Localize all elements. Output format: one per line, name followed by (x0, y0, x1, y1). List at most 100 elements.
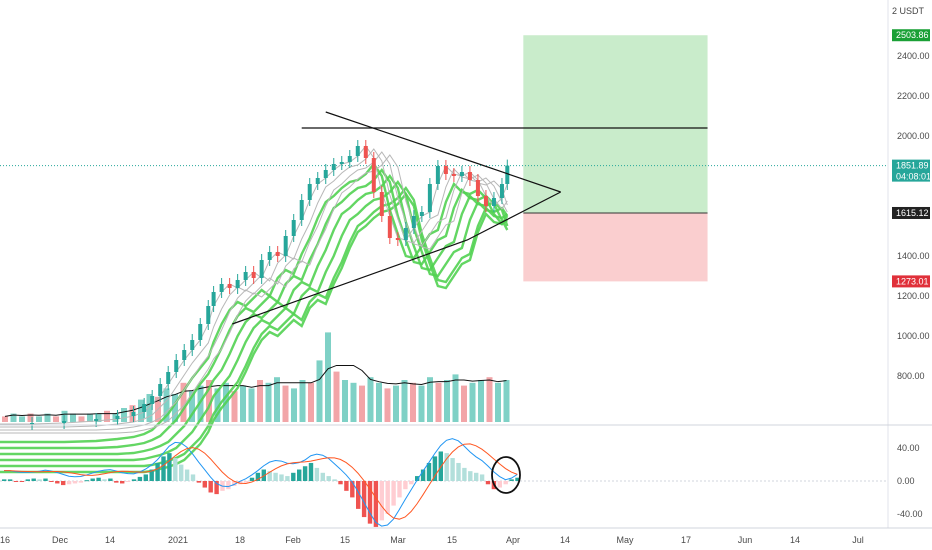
macd-histogram-bar (19, 481, 25, 482)
candle-body (451, 174, 456, 176)
candle-body (435, 166, 440, 184)
candle-body (206, 306, 211, 324)
candle-body (275, 252, 280, 256)
macd-histogram-bar (25, 479, 30, 481)
volume-bar (444, 380, 450, 422)
candle-body (211, 292, 216, 306)
volume-bar (265, 382, 272, 422)
macd-tick-label: -40.00 (897, 509, 923, 519)
macd-histogram-bar (238, 481, 243, 485)
volume-bar (172, 394, 178, 422)
macd-histogram-bar (61, 481, 66, 486)
macd-histogram-bar (173, 458, 178, 481)
volume-bar (282, 385, 289, 422)
price-tag (892, 206, 930, 219)
volume-bar (478, 380, 484, 422)
volume-bar (308, 382, 314, 422)
candle-body (259, 260, 264, 278)
volume-bar (503, 380, 510, 422)
macd-histogram-bar (255, 472, 261, 481)
candle-body (307, 184, 312, 200)
volume-bar (2, 416, 8, 422)
macd-histogram-bar (361, 481, 367, 518)
macd-histogram-bar (444, 453, 449, 481)
candle-body (235, 280, 240, 288)
candle-body (267, 252, 272, 260)
time-tick-label: 2021 (168, 535, 188, 545)
macd-histogram-bar (485, 481, 491, 485)
volume-bar (19, 416, 25, 422)
macd-histogram-bar (415, 476, 420, 481)
volume-bar (95, 413, 102, 422)
macd-histogram-bar (66, 481, 72, 485)
macd-histogram-bar (137, 476, 143, 481)
time-tick-label: Feb (285, 535, 301, 545)
price-tag (892, 159, 930, 182)
candle-body (315, 178, 320, 184)
candle-body (491, 198, 496, 206)
macd-histogram-bar (2, 479, 7, 481)
price-tick-label: 1000.00 (897, 331, 930, 341)
macd-histogram-bar (90, 478, 95, 481)
target-zone (523, 35, 708, 213)
candle-body (459, 172, 464, 176)
macd-histogram-bar (474, 472, 479, 481)
macd-histogram-bar (202, 481, 207, 488)
price-tag (892, 29, 930, 42)
volume-bar (486, 377, 493, 422)
macd-histogram-bar (397, 481, 402, 498)
candle-body (227, 284, 232, 288)
price-tag-countdown: 04:08:01 (896, 172, 931, 182)
volume-bar (401, 380, 408, 422)
candle-body (403, 228, 408, 240)
macd-tick-label: 0.00 (897, 476, 915, 486)
candle-body (371, 158, 376, 192)
macd-histogram-bar (43, 478, 48, 481)
volume-bar (189, 391, 195, 422)
volume-bar (87, 413, 93, 422)
volume-bar (180, 382, 187, 422)
macd-histogram-bar (279, 474, 284, 481)
macd-histogram-bar (208, 481, 213, 493)
candle-body (299, 200, 304, 220)
volume-bar (248, 388, 255, 422)
macd-histogram-bar (96, 477, 101, 481)
candle-body (150, 396, 155, 404)
macd-histogram-bar (190, 474, 196, 481)
macd-histogram-bar (78, 481, 84, 483)
volume-bar (10, 413, 17, 422)
signal-line (4, 443, 518, 520)
candle-body (131, 412, 136, 416)
candle-body (387, 216, 392, 238)
volume-bar (257, 380, 263, 422)
time-tick-label: 14 (105, 535, 115, 545)
price-tick-label: 1400.00 (897, 251, 930, 261)
macd-histogram-bar (155, 462, 160, 481)
price-tick-label: 2400.00 (897, 51, 930, 61)
macd-histogram-bar (456, 462, 461, 481)
time-tick-label: 18 (235, 535, 245, 545)
macd-histogram-bar (7, 479, 13, 481)
macd-histogram-bar (291, 472, 296, 481)
time-tick-label: 14 (790, 535, 800, 545)
candle-body (62, 421, 67, 423)
time-tick-label: 15 (340, 535, 350, 545)
macd-histogram-bar (344, 481, 349, 491)
macd-histogram-bar (403, 481, 408, 490)
macd-histogram-bar (214, 481, 219, 495)
time-tick-label: 16 (0, 535, 10, 545)
macd-histogram-bar (249, 477, 255, 481)
currency-label: 2 USDT (891, 6, 924, 16)
macd-histogram-bar (131, 479, 137, 481)
volume-bar (461, 385, 467, 422)
macd-histogram-bar (243, 481, 249, 483)
macd-histogram-bar (143, 474, 148, 481)
candle-body (395, 238, 400, 240)
macd-histogram-bar (226, 481, 231, 490)
volume-bar (410, 382, 416, 422)
macd-histogram-bar (72, 481, 78, 484)
volume-bar (418, 385, 425, 422)
macd-histogram-bar (120, 481, 125, 484)
